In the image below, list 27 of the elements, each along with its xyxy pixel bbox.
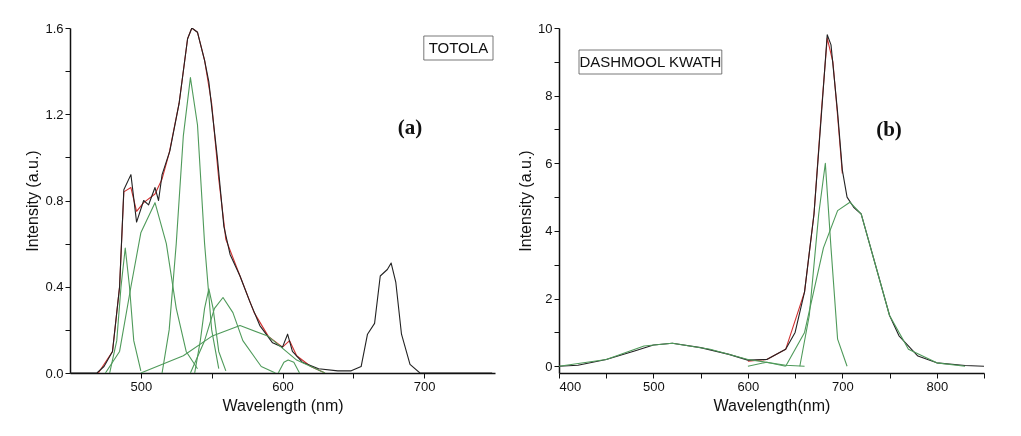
y-tick-label: 0.4 <box>45 279 64 295</box>
y-tick-label: 6 <box>545 155 553 171</box>
annotation: (a) <box>397 115 423 139</box>
y-tick-label: 0.8 <box>45 193 64 208</box>
x-tick-label: 600 <box>737 378 760 394</box>
y-tick-label: 1.6 <box>45 20 64 36</box>
y-axis-title: Intensity (a.u.) <box>517 150 535 252</box>
x-tick-label: 500 <box>130 378 153 394</box>
x-tick-label: 800 <box>926 378 949 394</box>
y-tick-label: 4 <box>545 223 553 239</box>
y-tick-label: 10 <box>538 20 553 36</box>
y-tick-label: 1.2 <box>45 106 64 122</box>
x-tick-label: 700 <box>831 378 854 394</box>
y-axis-title: Intensity (a.u.) <box>24 150 42 252</box>
annotation: DASHMOOL KWATH <box>579 53 722 70</box>
annotation: (b) <box>876 117 902 141</box>
y-tick-label: 0 <box>545 358 553 374</box>
x-tick-label: 600 <box>272 378 294 394</box>
y-tick-label: 8 <box>545 88 553 104</box>
annotation: TOTOLA <box>428 39 489 56</box>
y-tick-label: 0.0 <box>45 365 64 381</box>
x-tick-label: 400 <box>559 378 582 394</box>
x-tick-label: 500 <box>643 378 665 394</box>
x-axis-title: Wavelength(nm) <box>713 396 831 414</box>
x-axis-title: Wavelength (nm) <box>222 396 344 414</box>
x-tick-label: 700 <box>413 378 436 394</box>
y-tick-label: 2 <box>545 291 553 307</box>
